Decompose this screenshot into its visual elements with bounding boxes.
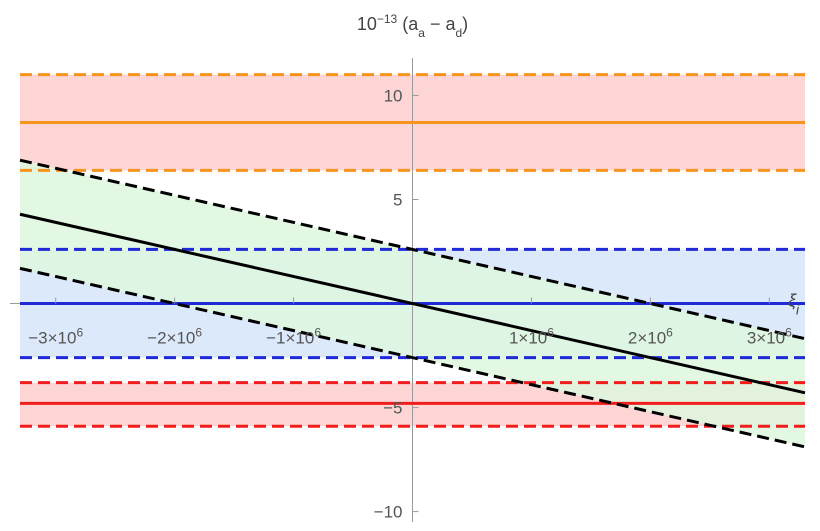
y-tick-label-3: −10 [374, 503, 403, 522]
x-tick-label-0: −3×106 [28, 326, 83, 348]
series-line-11 [19, 266, 806, 449]
y-axis-title: 10−13 (aa − ad) [357, 12, 468, 40]
ticks-layer: −3×106 −2×106 −1×106 1×106 2×106 3×106 10 5 −5 −1… [28, 86, 792, 521]
x-tick-label-3: 1×106 [509, 326, 554, 348]
x-tick-label-2: −1×106 [266, 326, 321, 348]
y-tick-label-0: 10 [384, 86, 403, 105]
series-line-9 [19, 212, 806, 395]
x-axis-title: ξi [788, 291, 800, 318]
series-layer [19, 73, 806, 449]
x-tick-label-4: 2×106 [628, 326, 673, 348]
series-line-10 [19, 158, 806, 341]
x-tick-label-5: 3×106 [747, 326, 792, 348]
y-tick-label-1: 5 [393, 190, 402, 209]
y-tick-label-2: −5 [383, 399, 402, 418]
x-tick-label-1: −2×106 [147, 326, 202, 348]
